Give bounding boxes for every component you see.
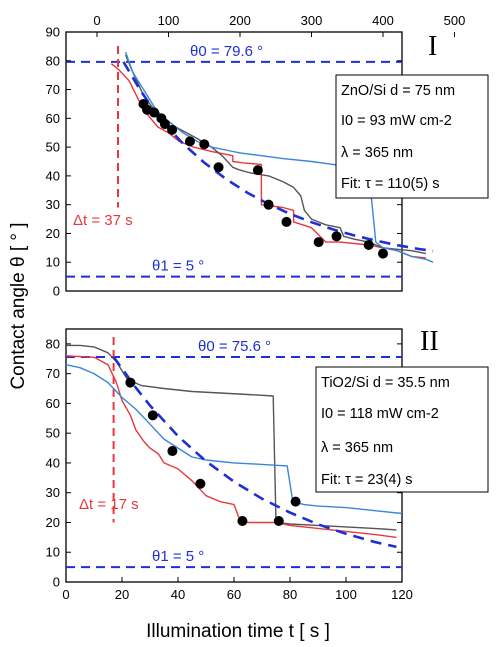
panel-2-ref-label-bg-0 bbox=[196, 336, 280, 355]
panel-1-x-top-tick-label-5: 500 bbox=[444, 13, 466, 28]
panel-2-plot-area: θ0 = 75.6 ° θ1 = 5 ° Δt = 17 s bbox=[65, 336, 403, 569]
panel-1-x-top-tick-label-0: 0 bbox=[93, 13, 100, 28]
panel-2-chart: θ0 = 75.6 ° θ1 = 5 ° Δt = 17 s 0 10 20 30 40 50… bbox=[46, 326, 489, 602]
panel-2-y-tick-label-7: 70 bbox=[46, 366, 60, 381]
panel-2-x-tick-label-2: 40 bbox=[171, 587, 185, 602]
panel-1-ref-label-1: θ1 = 5 ° bbox=[152, 258, 204, 275]
panel-2-y-tick-label-3: 30 bbox=[46, 485, 60, 500]
panel-1-y-tick-label-0: 0 bbox=[53, 284, 60, 299]
panel-2-marker-0 bbox=[125, 377, 136, 388]
panel-1-chart: θ0 = 79.6 ° θ1 = 5 ° Δt = 37 s 0 10 20 30 40 50… bbox=[46, 13, 489, 299]
panel-1-marker-11 bbox=[281, 216, 292, 227]
panel-2-x-tick-label-4: 80 bbox=[283, 587, 297, 602]
panel-2-y-tick-label-2: 20 bbox=[46, 515, 60, 530]
panel-1-marker-13 bbox=[331, 231, 342, 242]
panel-2-marker-6 bbox=[290, 496, 301, 507]
panel-2-info-box: TiO2/Si d = 35.5 nm I0 = 118 mW cm-2 λ =… bbox=[315, 366, 489, 493]
panel-2-y-tick-label-1: 10 bbox=[46, 545, 60, 560]
panel-2-series-light_blue bbox=[65, 364, 403, 515]
panel-1-marker-5 bbox=[167, 124, 178, 135]
panel-1-x-top-tick-label-1: 100 bbox=[158, 13, 180, 28]
panel-2-y-tick-label-5: 50 bbox=[46, 426, 60, 441]
panel-1-ref-label-bg-0 bbox=[188, 41, 272, 60]
panel-1-x-top-tick-label-2: 200 bbox=[229, 13, 251, 28]
panel-1-label: I bbox=[428, 31, 437, 62]
panel-1-x-top-tick-label-3: 300 bbox=[301, 13, 323, 28]
panel-1-info-line-2: I0 = 93 mW cm-2 bbox=[341, 113, 452, 129]
panel-1-marker-12 bbox=[313, 237, 324, 248]
panel-1-marker-7 bbox=[199, 139, 210, 150]
panel-2-x-tick-label-6: 120 bbox=[391, 587, 413, 602]
panel-2-marker-1 bbox=[147, 410, 158, 421]
panel-2-info-line-4: Fit: τ = 23(4) s bbox=[321, 472, 413, 488]
panel-1-marker-14 bbox=[363, 239, 374, 250]
panel-2-info-line-1: TiO2/Si d = 35.5 nm bbox=[321, 375, 450, 391]
panel-1-delay-label: Δt = 37 s bbox=[73, 212, 133, 229]
panel-2-y-tick-label-4: 40 bbox=[46, 455, 60, 470]
panel-1-info-line-4: Fit: τ = 110(5) s bbox=[341, 176, 440, 192]
panel-2-x-tick-label-1: 20 bbox=[115, 587, 129, 602]
panel-1-ref-label-0: θ0 = 79.6 ° bbox=[190, 43, 263, 60]
panel-1-marker-9 bbox=[252, 165, 263, 176]
panel-1-y-tick-label-7: 70 bbox=[46, 82, 60, 97]
x-axis-title: Illumination time t [ s ] bbox=[146, 621, 330, 642]
panel-2-x-tick-label-3: 60 bbox=[227, 587, 241, 602]
panel-2-y-tick-label-8: 80 bbox=[46, 336, 60, 351]
panel-1-ref-label-bg-1 bbox=[150, 256, 211, 275]
panel-1-y-tick-label-4: 40 bbox=[46, 168, 60, 183]
panel-2-info-line-3: λ = 365 nm bbox=[321, 440, 393, 456]
panel-2-y-tick-label-0: 0 bbox=[53, 575, 60, 590]
panel-2-ref-label-1: θ1 = 5 ° bbox=[152, 548, 204, 565]
panel-2-x-tick-label-5: 100 bbox=[335, 587, 357, 602]
panel-1-y-tick-label-1: 10 bbox=[46, 255, 60, 270]
panel-1-y-tick-label-9: 90 bbox=[46, 25, 60, 40]
panel-2-marker-5 bbox=[273, 515, 284, 526]
panel-2-ref-label-0: θ0 = 75.6 ° bbox=[198, 338, 271, 355]
panel-1-marker-8 bbox=[213, 162, 224, 173]
panel-2-marker-4 bbox=[237, 515, 248, 526]
panel-1-marker-15 bbox=[378, 248, 388, 259]
panel-1-marker-2 bbox=[149, 107, 160, 118]
panel-1-y-tick-label-8: 80 bbox=[46, 53, 60, 68]
panel-2-delay-label: Δt = 17 s bbox=[79, 496, 139, 513]
panel-1-marker-6 bbox=[184, 136, 195, 147]
panel-2-marker-3 bbox=[195, 478, 206, 489]
panel-2-label: II bbox=[420, 326, 439, 357]
panel-1-plot-area: θ0 = 79.6 ° θ1 = 5 ° Δt = 37 s bbox=[66, 41, 434, 278]
panel-1-series-light_blue bbox=[124, 51, 434, 263]
panel-1-ticks: 0 10 20 30 40 50 60 70 80 90 0 100 200 300 400 500 bbox=[46, 13, 466, 299]
panel-2-marker-2 bbox=[167, 446, 178, 457]
panel-2-info-line-2: I0 = 118 mW cm-2 bbox=[321, 406, 439, 422]
panel-2-y-tick-label-6: 60 bbox=[46, 396, 60, 411]
panel-1-info-box: ZnO/Si d = 75 nm I0 = 93 mW cm-2 λ = 365… bbox=[335, 74, 489, 199]
panel-1-y-tick-label-3: 30 bbox=[46, 197, 60, 212]
panel-1-y-tick-label-5: 50 bbox=[46, 140, 60, 155]
panel-1-marker-10 bbox=[263, 199, 274, 210]
panel-1-y-tick-label-2: 20 bbox=[46, 226, 60, 241]
panel-2-x-tick-label-0: 0 bbox=[62, 587, 69, 602]
panel-1-x-top-tick-label-4: 400 bbox=[372, 13, 394, 28]
panel-1-y-tick-label-6: 60 bbox=[46, 111, 60, 126]
panel-2-ref-label-bg-1 bbox=[150, 547, 211, 566]
panel-1-marker-4 bbox=[159, 119, 170, 130]
panel-1-info-line-3: λ = 365 nm bbox=[341, 145, 413, 161]
panel-2-series-blue_dashed_fit bbox=[112, 356, 397, 549]
panel-2-series-red bbox=[65, 355, 397, 539]
y-axis-title: Contact angle θ [ ° ] bbox=[8, 222, 29, 389]
panel-1-info-line-1: ZnO/Si d = 75 nm bbox=[341, 83, 455, 99]
